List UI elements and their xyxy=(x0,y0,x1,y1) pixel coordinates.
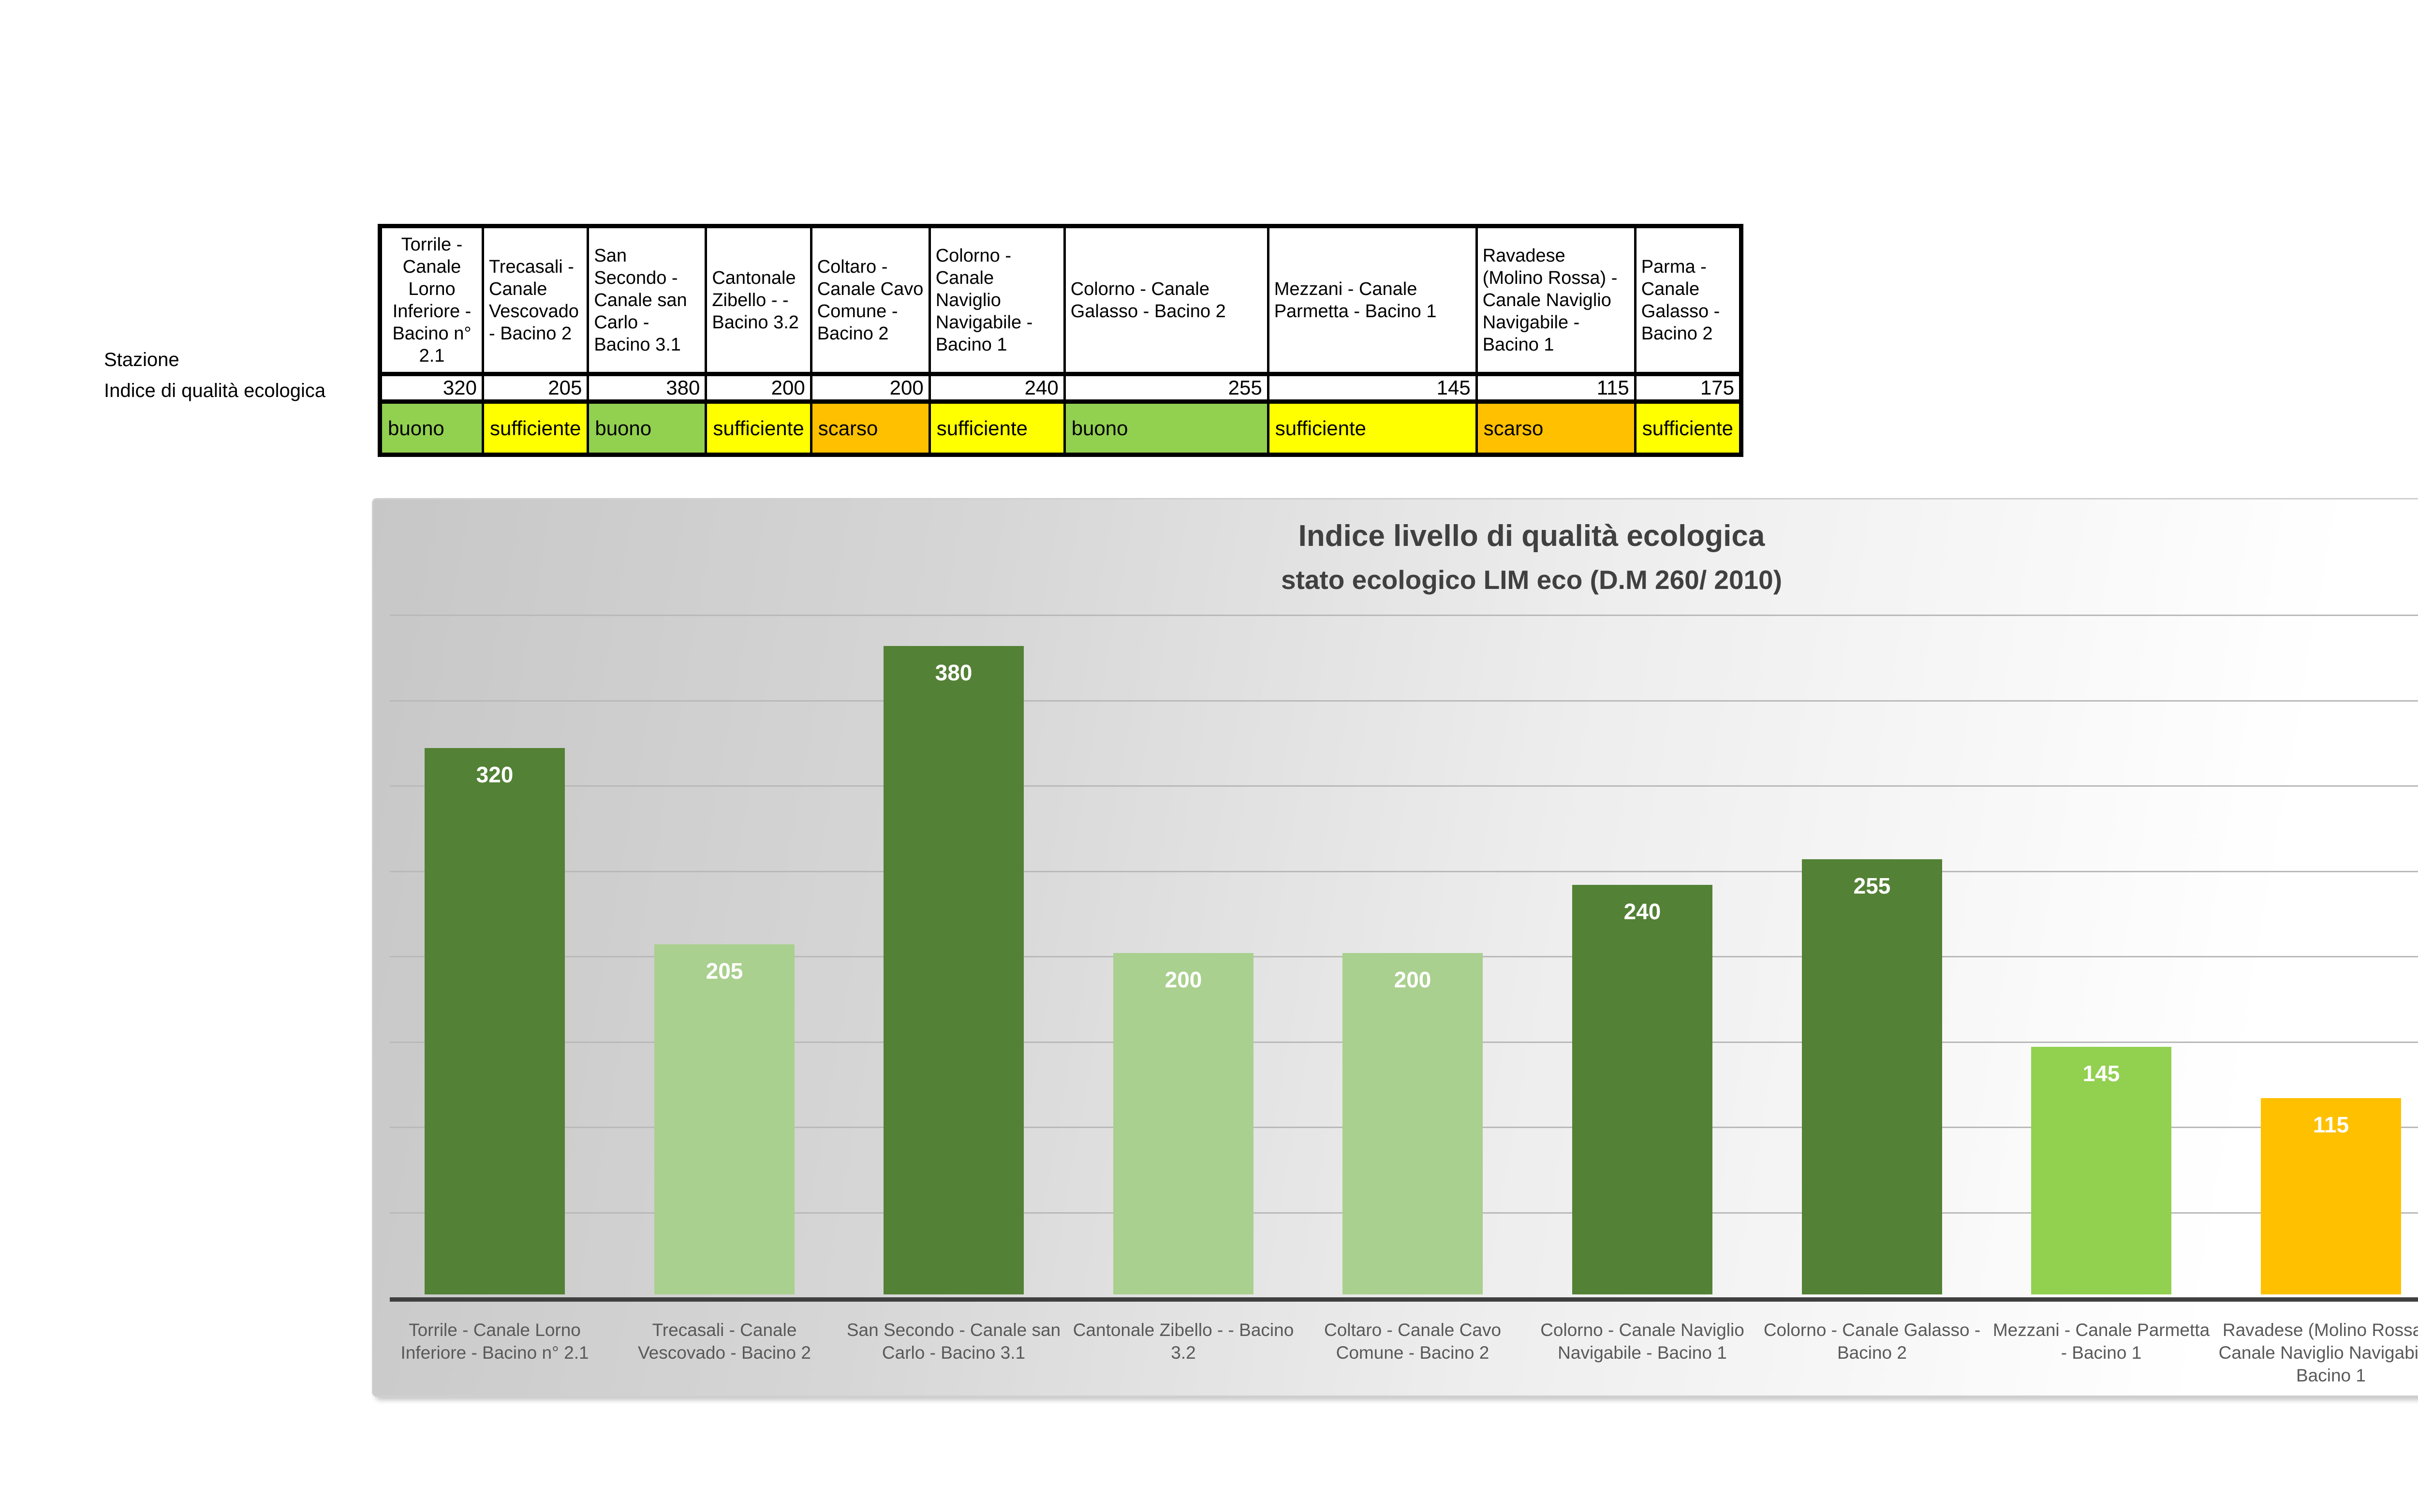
bar-value-label: 380 xyxy=(935,660,973,685)
station-header-cell[interactable]: Trecasali - Canale Vescovado - Bacino 2 xyxy=(481,225,590,376)
gridline xyxy=(390,870,2418,872)
station-header-cell[interactable]: Torrile - Canale Lorno Inferiore - Bacin… xyxy=(379,225,484,376)
quality-class-cell[interactable]: sufficiente xyxy=(928,400,1066,456)
bar-value-label: 145 xyxy=(2082,1061,2120,1086)
bar[interactable]: 205 xyxy=(654,944,795,1294)
quality-index-row-label: Indice di qualità ecologica xyxy=(104,380,326,401)
quality-index-value-cell[interactable]: 175 xyxy=(1634,373,1743,404)
category-label: Mezzani - Canale Parmetta - Bacino 1 xyxy=(1992,1320,2210,1363)
bar[interactable]: 320 xyxy=(425,748,565,1294)
quality-class-cell[interactable]: buono xyxy=(1063,400,1269,456)
category-label: Colorno - Canale Galasso - Bacino 2 xyxy=(1763,1320,1981,1363)
station-header-cell[interactable]: Colorno - Canale Naviglio Navigabile - B… xyxy=(928,225,1066,376)
gridline xyxy=(390,615,2418,616)
quality-index-value-cell[interactable]: 205 xyxy=(481,373,590,404)
bar[interactable]: 240 xyxy=(1572,885,1712,1294)
quality-index-value-cell[interactable]: 240 xyxy=(928,373,1066,404)
quality-index-value-cell[interactable]: 145 xyxy=(1267,373,1478,404)
station-row-label: Stazione xyxy=(104,349,179,370)
station-header-row: Torrile - Canale Lorno Inferiore - Bacin… xyxy=(379,225,1743,376)
station-header-cell[interactable]: Colorno - Canale Galasso - Bacino 2 xyxy=(1063,225,1269,376)
station-header-cell[interactable]: Ravadese (Molino Rossa) - Canale Navigli… xyxy=(1475,225,1637,376)
quality-index-value-cell[interactable]: 255 xyxy=(1063,373,1269,404)
gridline xyxy=(390,785,2418,787)
chart-title: Indice livello di qualità ecologica xyxy=(1298,519,1765,553)
bar-value-label: 320 xyxy=(476,762,514,787)
bar-value-label: 240 xyxy=(1623,899,1661,924)
quality-index-value-cell[interactable]: 320 xyxy=(379,373,484,404)
bar[interactable]: 255 xyxy=(1802,859,1942,1294)
station-header-cell[interactable]: Cantonale Zibello - - Bacino 3.2 xyxy=(705,225,812,376)
bar[interactable]: 200 xyxy=(1113,953,1253,1294)
quality-index-value-cell[interactable]: 380 xyxy=(587,373,708,404)
bar[interactable]: 200 xyxy=(1342,953,1483,1294)
quality-class-row: buono sufficiente buono sufficiente scarso su… xyxy=(379,400,1743,456)
category-label: San Secondo - Canale san Carlo - Bacino … xyxy=(846,1320,1061,1363)
bar-value-label: 255 xyxy=(1853,873,1891,898)
quality-class-cell[interactable]: buono xyxy=(587,400,708,456)
category-label: Colorno - Canale Naviglio Navigabile - B… xyxy=(1540,1320,1744,1363)
station-header-cell[interactable]: Mezzani - Canale Parmetta - Bacino 1 xyxy=(1267,225,1478,376)
quality-index-values-row: 320 205 380 200 200 240 255 145 115 175 xyxy=(379,373,1743,404)
quality-index-value-cell[interactable]: 200 xyxy=(705,373,812,404)
quality-class-cell[interactable]: scarso xyxy=(1475,400,1637,456)
bar-value-label: 115 xyxy=(2313,1112,2349,1137)
category-label: Cantonale Zibello - - Bacino 3.2 xyxy=(1073,1320,1294,1363)
station-header-cell[interactable]: San Secondo - Canale san Carlo - Bacino … xyxy=(587,225,708,376)
bar[interactable]: 145 xyxy=(2031,1047,2171,1294)
quality-class-cell[interactable]: sufficiente xyxy=(705,400,812,456)
chart-subtitle: stato ecologico LIM eco (D.M 260/ 2010) xyxy=(1281,565,1783,595)
bar-value-label: 200 xyxy=(1165,967,1202,992)
bar-value-label: 200 xyxy=(1394,967,1431,992)
bar[interactable]: 115 xyxy=(2261,1098,2401,1294)
station-header-cell[interactable]: Parma - Canale Galasso - Bacino 2 xyxy=(1634,225,1743,376)
quality-class-cell[interactable]: sufficiente xyxy=(1267,400,1478,456)
x-axis-line xyxy=(390,1297,2418,1302)
ecological-quality-bar-chart: Indice livello di qualità ecologica stat… xyxy=(372,498,2418,1397)
stations-data-table: Torrile - Canale Lorno Inferiore - Bacin… xyxy=(378,224,1744,457)
quality-class-cell[interactable]: buono xyxy=(379,400,484,456)
category-label: Coltaro - Canale Cavo Comune - Bacino 2 xyxy=(1324,1320,1502,1363)
quality-class-cell[interactable]: sufficiente xyxy=(1634,400,1743,456)
quality-class-cell[interactable]: sufficiente xyxy=(481,400,590,456)
quality-class-cell[interactable]: scarso xyxy=(810,400,931,456)
category-label: Ravadese (Molino Rossa) - Canale Navigli… xyxy=(2218,1320,2418,1385)
quality-index-value-cell[interactable]: 200 xyxy=(810,373,931,404)
category-label: Torrile - Canale Lorno Inferiore - Bacin… xyxy=(400,1320,589,1363)
bar-value-label: 205 xyxy=(706,958,743,984)
quality-index-value-cell[interactable]: 115 xyxy=(1475,373,1637,404)
station-header-cell[interactable]: Coltaro - Canale Cavo Comune - Bacino 2 xyxy=(810,225,931,376)
bar[interactable]: 380 xyxy=(884,646,1024,1294)
gridline xyxy=(390,700,2418,702)
category-label: Trecasali - Canale Vescovado - Bacino 2 xyxy=(638,1320,811,1363)
